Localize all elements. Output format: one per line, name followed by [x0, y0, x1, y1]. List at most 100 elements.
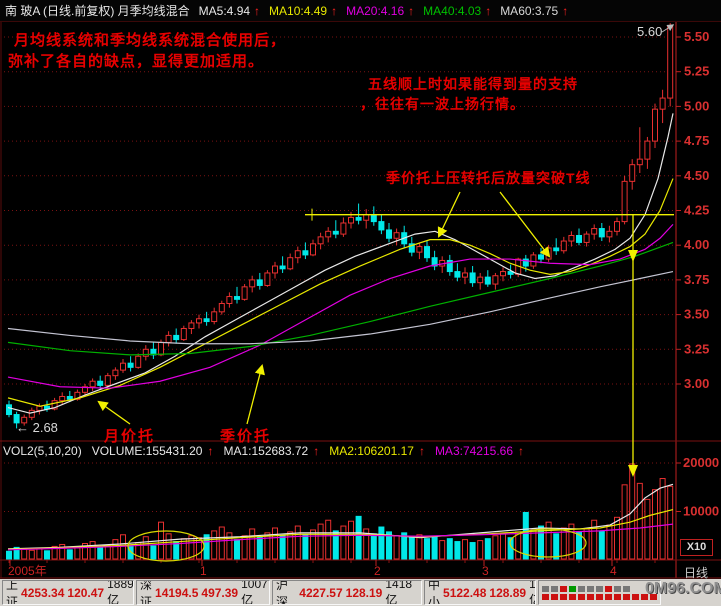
price-tick-label: 3.50 [684, 307, 709, 322]
heat-block [587, 593, 594, 600]
volume-ma-label: VOL2(5,10,20) [3, 444, 82, 458]
price-tick-label: 5.00 [684, 98, 709, 113]
index-sp-chg: 120.47 [67, 585, 105, 600]
up-arrow-icon: ↑ [418, 444, 425, 458]
peak-price-marker: 5.60 [637, 24, 663, 39]
header-ma-label: MA20:4.16 [346, 3, 405, 18]
heat-block [596, 585, 603, 592]
index-sp-chg: 497.39 [201, 585, 239, 600]
pointer-arrow [499, 191, 551, 258]
axes: 5.50 5.25 5.00 4.75 4.50 4.25 4.00 3.75 3.50 3.25… [0, 22, 721, 579]
header-ma-label: MA60:3.75 [500, 3, 559, 18]
ma-line-MA10 [7, 178, 674, 407]
heat-block [542, 593, 549, 600]
market-heat-blocks[interactable] [538, 580, 661, 605]
heat-block [632, 593, 639, 600]
price-tick-label: 4.50 [684, 168, 709, 183]
heat-block [587, 585, 594, 592]
title-bar: 南 玻A (日线.前复权) 月季均线混合 MA5:4.94 ↑ MA10:4.49 ↑… [0, 0, 721, 22]
ma-line-MA20 [7, 223, 674, 389]
index-sp-name: 上证 [6, 580, 19, 605]
volume-tick-label: 20000 [683, 455, 719, 470]
up-arrow-icon: ↑ [313, 444, 320, 458]
volume-indicator-readout: VOL2(5,10,20) VOLUME:155431.20 ↑ MA1:152683… [3, 444, 524, 458]
highlight-ellipse [127, 530, 205, 562]
heat-block [650, 593, 657, 600]
price-tick-label: 5.50 [684, 29, 709, 44]
up-arrow-icon: ↑ [518, 444, 524, 458]
up-arrow-icon: ↑ [207, 444, 214, 458]
down-arrow-icon [628, 250, 638, 262]
up-arrow-icon: ↑ [485, 3, 492, 18]
volume-ma-label: MA3:74215.66 [434, 444, 513, 458]
timeline-month-label: 1 [200, 564, 207, 578]
index-sp-name: 中小 [428, 580, 441, 605]
volume-ma-label: VOLUME:155431.20 [91, 444, 203, 458]
header-ma-label: MA10:4.49 [269, 3, 328, 18]
heat-block [614, 593, 621, 600]
market-status-bar: 上证 4253.34 120.47 1889亿 深证 14194.5 497.39 1007亿… [0, 579, 721, 606]
timeline-month-label: 2 [374, 564, 381, 578]
market-index-panel[interactable]: 深证 14194.5 497.39 1007亿 [136, 580, 270, 605]
timeline-month-label: 4 [610, 564, 617, 578]
up-arrow-icon: ↑ [254, 3, 261, 18]
index-panels: 上证 4253.34 120.47 1889亿 深证 14194.5 497.39 1007亿… [0, 579, 536, 606]
pointer-arrow [246, 363, 265, 425]
season-tuo-label: 季价托 [220, 428, 272, 445]
index-sp-amt: 1007亿 [241, 580, 268, 605]
market-index-panel[interactable]: 沪深 4227.57 128.19 1418亿 [272, 580, 422, 605]
period-label[interactable]: 日线 [684, 566, 709, 580]
index-sp-val: 5122.48 [443, 585, 487, 600]
ma-line-MA60 [7, 270, 674, 345]
drawing-annotations [97, 4, 681, 562]
heat-block [641, 593, 648, 600]
heat-block [560, 593, 567, 600]
ma-lines [7, 113, 674, 551]
heat-block [578, 593, 585, 600]
heat-block [569, 593, 576, 600]
index-sp-amt: 1418亿 [385, 580, 413, 605]
ma-values-readout: MA5:4.94 ↑ MA10:4.49 ↑ MA20:4.16 ↑ MA40:4.03 ↑ M… [199, 4, 569, 18]
heat-block [578, 585, 585, 592]
price-tick-label: 5.25 [684, 64, 709, 79]
price-tick-label: 3.00 [684, 376, 709, 391]
index-sp-amt: 1889亿 [107, 580, 134, 605]
tutorial-note-1: 月均线系统和季均线系统混合使用后， 弥补了各自的缺点，显得更加适用。 [8, 32, 287, 70]
index-sp-chg: 128.19 [345, 585, 383, 600]
price-tick-label: 4.00 [684, 237, 709, 252]
header-ma-label: MA5:4.94 [198, 3, 251, 18]
month-tuo-label: 月价托 [104, 428, 156, 445]
heat-block [551, 593, 558, 600]
candlestick-series [6, 23, 674, 429]
index-sp-val: 4227.57 [299, 585, 343, 600]
price-tick-label: 4.25 [684, 203, 709, 218]
market-index-panel[interactable]: 上证 4253.34 120.47 1889亿 [2, 580, 134, 605]
heat-block [623, 585, 630, 592]
index-sp-val: 4253.34 [21, 585, 65, 600]
highlight-ellipse [509, 528, 587, 558]
volume-ma-label: MA1:152683.72 [223, 444, 309, 458]
heat-block [614, 585, 621, 592]
vol-ma-line-MA3 [7, 523, 674, 551]
heat-block [605, 585, 612, 592]
peak-pointer-arrow [661, 24, 675, 33]
up-arrow-icon: ↑ [562, 3, 569, 18]
up-arrow-icon: ↑ [408, 3, 415, 18]
timeline-month-label: 2005年 [8, 564, 47, 578]
heat-block [569, 585, 576, 592]
index-sp-name: 沪深 [276, 580, 289, 605]
down-arrow-icon [628, 465, 638, 477]
price-tick-label: 3.75 [684, 272, 709, 287]
heat-block [560, 585, 567, 592]
timeline-month-label: 3 [482, 564, 489, 578]
index-sp-chg: 128.89 [489, 585, 527, 600]
site-watermark: 0M96.COM [645, 580, 721, 597]
ma-line-MA40 [7, 241, 674, 356]
index-sp-name: 深证 [140, 580, 153, 605]
header-ma-label: MA40:4.03 [423, 3, 482, 18]
heat-block [542, 585, 549, 592]
volume-multiplier-badge: X10 [680, 539, 713, 556]
price-tick-label: 4.75 [684, 133, 709, 148]
